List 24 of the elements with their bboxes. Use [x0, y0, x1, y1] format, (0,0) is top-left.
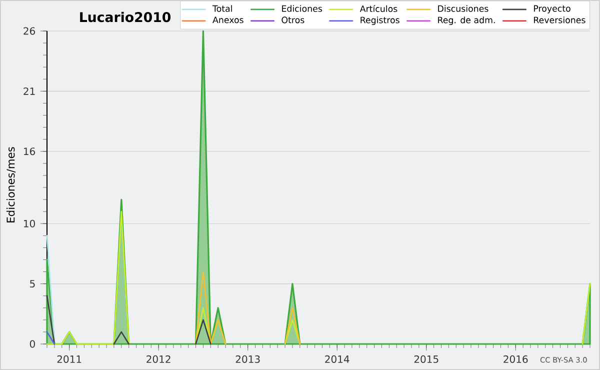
- chart-title: Lucario2010: [80, 12, 171, 22]
- legend-label: Ediciones: [282, 5, 322, 12]
- y-tick-label: 16: [24, 148, 36, 156]
- legend-label: Otros: [282, 16, 304, 24]
- x-tick-label: 2013: [236, 355, 260, 363]
- legend-label: Proyecto: [534, 5, 570, 14]
- y-tick-label: 10: [24, 220, 35, 228]
- legend-label: Total: [212, 5, 232, 12]
- y-tick-label: 0: [30, 340, 35, 348]
- x-tick-label: 2016: [504, 355, 528, 363]
- y-tick-label: 21: [24, 87, 35, 95]
- x-tick-label: 2014: [325, 355, 350, 363]
- legend-label: Artículos: [360, 4, 398, 12]
- legend-label: Reg. de adm.: [438, 16, 495, 25]
- y-tick-label: 26: [24, 27, 36, 35]
- legend-label: Registros: [360, 16, 400, 25]
- legend-label: Discusiones: [438, 5, 488, 12]
- legend-label: Reversiones: [534, 16, 586, 24]
- legend-label: Anexos: [212, 16, 244, 24]
- x-tick-label: 2012: [146, 355, 170, 363]
- x-tick-label: 2011: [57, 355, 82, 363]
- y-axis-title: Ediciones/mes: [6, 147, 16, 222]
- x-tick-label: 2015: [414, 355, 438, 363]
- y-tick-label: 5: [30, 280, 35, 288]
